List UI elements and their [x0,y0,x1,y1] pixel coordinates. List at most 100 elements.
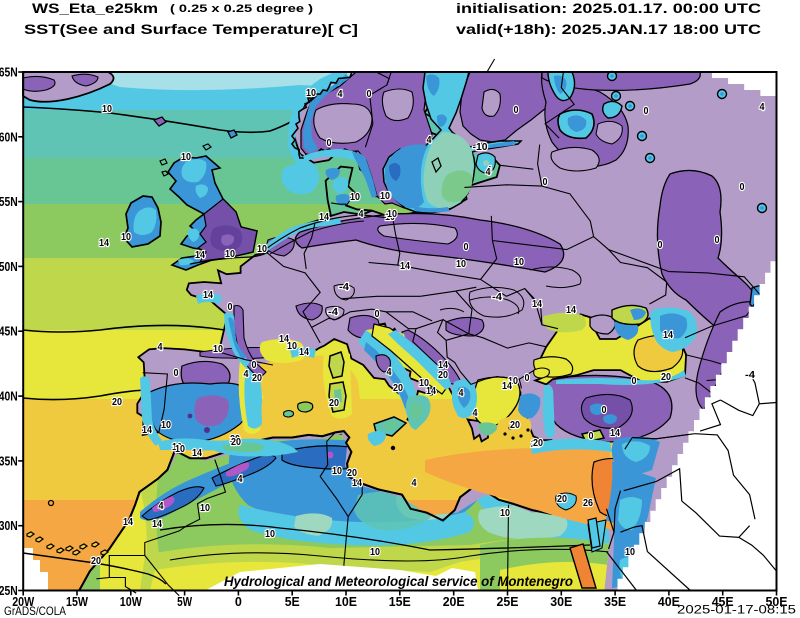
svg-text:15E: 15E [389,594,411,609]
svg-text:10: 10 [385,212,395,223]
svg-text:35E: 35E [604,594,626,609]
svg-text:10: 10 [500,508,510,519]
svg-text:10: 10 [225,249,235,260]
svg-text:10: 10 [257,244,267,255]
svg-text:20: 20 [557,494,567,505]
svg-text:10: 10 [514,257,524,268]
svg-text:30E: 30E [550,594,572,609]
svg-text:4: 4 [760,102,765,113]
svg-text:10: 10 [287,341,297,352]
svg-text:50N: 50N [0,259,18,274]
svg-text:4: 4 [459,388,464,399]
svg-text:0: 0 [174,368,179,379]
svg-text:4: 4 [487,165,492,176]
svg-text:45E: 45E [712,594,734,609]
svg-text:-10: -10 [473,142,488,153]
svg-text:10: 10 [508,376,518,387]
svg-text:65N: 65N [0,65,18,80]
svg-text:0: 0 [543,177,548,188]
svg-text:14: 14 [279,334,289,345]
svg-text:14: 14 [532,299,542,310]
svg-text:10: 10 [380,191,390,202]
svg-text:0: 0 [228,302,233,313]
svg-text:60N: 60N [0,129,18,144]
svg-text:SST(See and Surface Temperatur: SST(See and Surface Temperature)[ C] [24,21,358,37]
svg-text:10: 10 [350,192,360,203]
svg-text:4: 4 [338,89,343,100]
svg-text:14: 14 [99,238,109,249]
svg-text:20: 20 [231,437,241,448]
svg-text:GrADS/COLA: GrADS/COLA [4,604,66,618]
svg-text:26: 26 [583,498,593,509]
svg-text:14: 14 [426,386,436,397]
svg-text:0: 0 [589,431,594,442]
svg-text:14: 14 [123,517,133,528]
svg-text:0: 0 [715,235,720,246]
svg-text:0: 0 [327,138,332,149]
svg-text:20: 20 [252,373,262,384]
svg-text:4: 4 [387,367,392,378]
svg-text:10: 10 [332,466,342,477]
svg-text:14: 14 [566,305,576,316]
svg-text:25N: 25N [0,583,18,598]
svg-text:4: 4 [427,135,432,146]
svg-text:20W: 20W [12,594,35,609]
svg-text:20: 20 [510,420,520,431]
svg-text:14: 14 [663,330,673,341]
svg-text:0: 0 [602,405,607,416]
svg-text:15W: 15W [66,594,89,609]
svg-text:14: 14 [152,519,162,530]
svg-text:4: 4 [486,167,491,178]
svg-text:14: 14 [299,347,309,358]
svg-text:50E: 50E [766,594,788,609]
svg-text:10: 10 [265,529,275,540]
svg-text:-4: -4 [492,292,502,303]
svg-text:5E: 5E [285,594,300,609]
svg-text:10: 10 [370,547,380,558]
svg-text:4: 4 [412,478,417,489]
svg-text:10: 10 [175,444,185,455]
svg-text:20: 20 [531,439,541,450]
svg-text:4: 4 [244,369,249,380]
svg-text:20: 20 [91,556,101,567]
svg-text:10: 10 [381,191,391,202]
svg-text:20E: 20E [443,594,465,609]
svg-text:10W: 10W [120,594,143,609]
svg-text:10: 10 [419,378,429,389]
svg-text:10: 10 [625,547,635,558]
svg-text:0: 0 [464,242,469,253]
svg-text:4: 4 [159,501,164,512]
svg-text:55N: 55N [0,194,18,209]
svg-text:20: 20 [438,370,448,381]
svg-text:45N: 45N [0,324,18,339]
svg-text:35N: 35N [0,453,18,468]
svg-text:10: 10 [200,503,210,514]
svg-text:20: 20 [393,383,403,394]
svg-text:14: 14 [142,425,152,436]
svg-text:10: 10 [456,259,466,270]
svg-text:0: 0 [375,309,380,320]
svg-text:20: 20 [661,372,671,383]
svg-text:20: 20 [112,397,122,408]
svg-text:0: 0 [658,240,663,251]
svg-text:WS_Eta_e25km: WS_Eta_e25km [32,0,158,16]
svg-text:14: 14 [319,212,329,223]
svg-text:10: 10 [172,442,182,453]
svg-text:2025-01-17-08:15: 2025-01-17-08:15 [677,605,796,617]
svg-text:40N: 40N [0,389,18,404]
svg-text:14: 14 [195,250,205,261]
svg-text:-4: -4 [745,370,755,381]
svg-text:14: 14 [502,381,512,392]
svg-text:valid(+18h): 2025.JAN.17 18:00: valid(+18h): 2025.JAN.17 18:00 UTC [456,21,761,37]
svg-text:10: 10 [161,420,171,431]
svg-text:5W: 5W [177,594,193,609]
svg-text:0: 0 [367,89,372,100]
svg-text:-4: -4 [328,307,338,318]
svg-text:0: 0 [632,376,637,387]
svg-text:20: 20 [329,398,339,409]
svg-text:10: 10 [181,152,191,163]
svg-text:0: 0 [514,105,519,116]
svg-text:14: 14 [400,261,410,272]
svg-text:25E: 25E [497,594,519,609]
svg-text:4: 4 [238,474,243,485]
